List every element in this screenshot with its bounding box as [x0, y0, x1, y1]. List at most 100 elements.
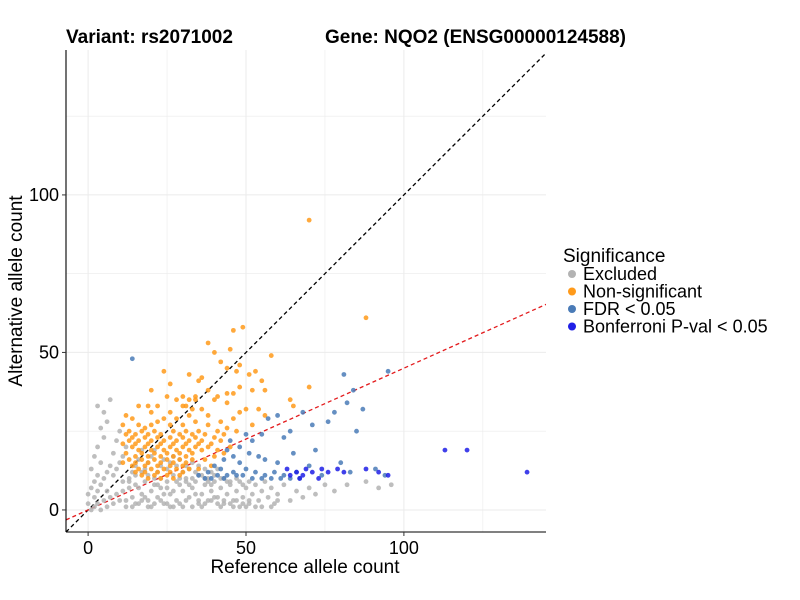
point-non-significant — [158, 476, 164, 481]
point-excluded — [208, 498, 214, 503]
point-non-significant — [205, 340, 211, 346]
point-fdr-0-05 — [253, 469, 258, 475]
point-excluded — [142, 479, 148, 484]
point-excluded — [136, 485, 142, 491]
point-excluded — [120, 453, 126, 459]
point-non-significant — [167, 444, 173, 450]
point-non-significant — [224, 400, 230, 406]
point-excluded — [101, 435, 107, 440]
point-fdr-0-05 — [230, 453, 236, 459]
point-excluded — [253, 504, 258, 510]
point-excluded — [107, 397, 113, 403]
point-excluded — [230, 504, 236, 510]
point-fdr-0-05 — [360, 406, 366, 412]
point-excluded — [145, 504, 151, 510]
point-excluded — [208, 482, 214, 488]
point-excluded — [114, 466, 119, 472]
reference-line-identity — [66, 52, 546, 532]
point-excluded — [202, 482, 208, 488]
point-non-significant — [164, 457, 170, 462]
point-non-significant — [196, 428, 202, 434]
point-non-significant — [227, 444, 233, 450]
point-non-significant — [161, 438, 167, 444]
point-non-significant — [120, 460, 126, 466]
point-non-significant — [183, 428, 189, 434]
point-non-significant — [218, 359, 224, 365]
point-excluded — [129, 504, 135, 510]
point-non-significant — [148, 387, 154, 393]
point-excluded — [158, 498, 164, 503]
point-fdr-0-05 — [224, 447, 230, 453]
point-fdr-0-05 — [218, 466, 224, 472]
point-non-significant — [193, 435, 198, 440]
point-excluded — [199, 504, 205, 510]
point-excluded — [95, 472, 100, 478]
point-non-significant — [189, 457, 195, 462]
y-axis-title: Alternative allele count — [6, 195, 27, 387]
point-bonferroni-p-val-0-05 — [325, 469, 331, 475]
point-excluded — [186, 494, 192, 500]
point-excluded — [388, 482, 394, 488]
point-non-significant — [224, 390, 230, 396]
point-non-significant — [177, 472, 183, 478]
point-bonferroni-p-val-0-05 — [524, 469, 530, 475]
point-excluded — [129, 494, 135, 500]
point-non-significant — [180, 469, 186, 475]
point-non-significant — [221, 431, 227, 437]
point-non-significant — [253, 368, 258, 374]
point-fdr-0-05 — [259, 476, 265, 481]
point-non-significant — [145, 431, 151, 437]
point-fdr-0-05 — [240, 472, 246, 478]
point-excluded — [139, 498, 145, 503]
point-non-significant — [139, 457, 145, 462]
point-fdr-0-05 — [212, 463, 217, 469]
point-fdr-0-05 — [272, 469, 277, 475]
point-bonferroni-p-val-0-05 — [309, 469, 315, 475]
point-excluded — [294, 488, 299, 494]
point-non-significant — [177, 457, 183, 462]
point-non-significant — [234, 368, 239, 374]
point-excluded — [193, 479, 198, 484]
point-excluded — [344, 482, 350, 488]
point-excluded — [107, 463, 113, 469]
point-excluded — [243, 504, 249, 510]
point-bonferroni-p-val-0-05 — [442, 447, 448, 453]
point-fdr-0-05 — [287, 428, 293, 434]
point-excluded — [376, 485, 382, 491]
point-excluded — [98, 507, 104, 513]
point-non-significant — [170, 476, 176, 481]
point-non-significant — [256, 406, 262, 412]
point-excluded — [117, 428, 123, 434]
point-non-significant — [136, 403, 142, 409]
point-non-significant — [164, 394, 170, 399]
point-non-significant — [215, 447, 220, 453]
point-excluded — [101, 476, 107, 481]
point-fdr-0-05 — [325, 419, 331, 425]
point-non-significant — [237, 384, 243, 390]
point-fdr-0-05 — [338, 460, 344, 466]
point-non-significant — [142, 425, 148, 431]
point-non-significant — [142, 435, 148, 440]
x-tick-label: 50 — [236, 538, 256, 558]
point-excluded — [212, 479, 217, 484]
point-non-significant — [249, 422, 255, 428]
point-non-significant — [180, 463, 186, 469]
point-excluded — [174, 479, 179, 484]
point-non-significant — [167, 469, 173, 475]
point-non-significant — [212, 453, 217, 459]
point-excluded — [240, 494, 246, 500]
point-excluded — [170, 488, 176, 494]
point-fdr-0-05 — [290, 450, 296, 456]
point-excluded — [189, 485, 195, 491]
point-non-significant — [126, 438, 132, 444]
x-tick-label: 0 — [83, 538, 93, 558]
point-non-significant — [133, 431, 138, 437]
point-non-significant — [170, 460, 176, 466]
point-excluded — [196, 498, 202, 503]
point-non-significant — [262, 413, 268, 418]
point-non-significant — [161, 466, 167, 472]
point-non-significant — [205, 444, 211, 450]
point-excluded — [221, 498, 227, 503]
point-fdr-0-05 — [347, 469, 353, 475]
point-excluded — [104, 469, 110, 475]
